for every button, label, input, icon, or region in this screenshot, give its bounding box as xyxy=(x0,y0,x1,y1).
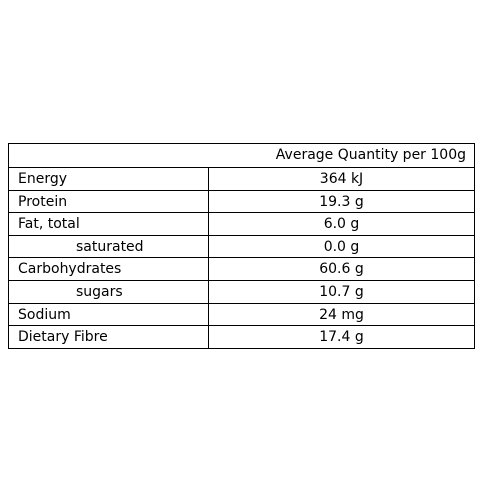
nutrient-label: Carbohydrates xyxy=(9,258,209,280)
nutrient-value: 19.3 g xyxy=(319,193,364,210)
table-row: Energy 364 kJ xyxy=(9,168,474,191)
nutrient-value: 17.4 g xyxy=(319,329,364,346)
nutrient-label: Fat, total xyxy=(9,213,209,235)
table-row: saturated 0.0 g xyxy=(9,235,474,259)
nutrient-label: Energy xyxy=(9,168,209,190)
nutrient-label: sugars xyxy=(9,280,209,303)
table-row: sugars 10.7 g xyxy=(9,280,474,304)
table-row: Dietary Fibre 17.4 g xyxy=(9,326,474,348)
nutrient-value: 0.0 g xyxy=(323,238,360,255)
nutrition-table: Average Quantity per 100g Energy 364 kJ Pr… xyxy=(8,143,475,349)
nutrient-value: 24 mg xyxy=(319,306,364,323)
nutrient-value: 60.6 g xyxy=(319,261,364,278)
table-row: Sodium 24 mg xyxy=(9,303,474,327)
column-header: Average Quantity per 100g xyxy=(275,147,466,163)
nutrient-value: 6.0 g xyxy=(323,216,360,233)
nutrient-label: Sodium xyxy=(9,303,209,326)
table-row: Carbohydrates 60.6 g xyxy=(9,258,474,281)
table-row: Fat, total 6.0 g xyxy=(9,213,474,236)
header-row: Average Quantity per 100g xyxy=(9,144,474,168)
nutrient-value: 10.7 g xyxy=(319,283,364,300)
table-body: Energy 364 kJ Protein 19.3 g Fat, total 6.0 g… xyxy=(9,168,474,348)
nutrient-label: saturated xyxy=(9,235,209,258)
nutrient-label: Dietary Fibre xyxy=(9,326,209,348)
nutrient-value: 364 kJ xyxy=(319,171,364,187)
nutrient-label: Protein xyxy=(9,190,209,213)
table-row: Protein 19.3 g xyxy=(9,190,474,214)
